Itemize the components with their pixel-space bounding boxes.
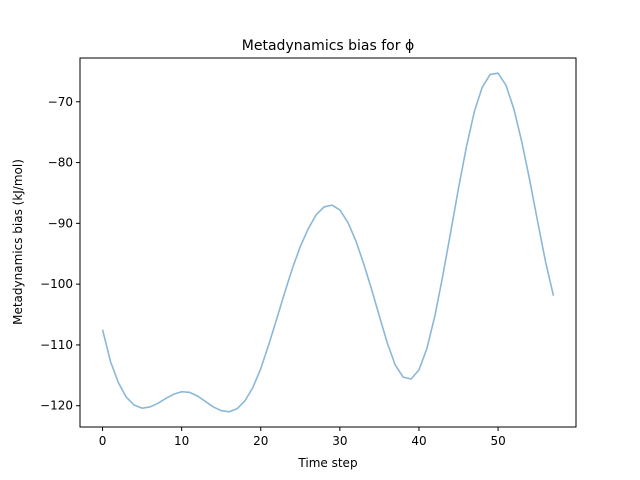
x-axis-ticks: 0 10 20 30 40 50 <box>99 427 506 448</box>
chart-title: Metadynamics bias for ϕ <box>242 38 414 54</box>
x-tick-label: 50 <box>490 434 505 448</box>
x-tick-label: 0 <box>99 434 107 448</box>
y-tick-label: −110 <box>40 338 73 352</box>
plot-area <box>79 57 577 428</box>
y-tick-label: −120 <box>40 399 73 413</box>
x-axis-label: Time step <box>297 456 357 470</box>
x-tick-label: 20 <box>253 434 268 448</box>
x-tick-label: 40 <box>411 434 426 448</box>
y-tick-label: −90 <box>48 216 73 230</box>
y-axis-label: Metadynamics bias (kJ/mol) <box>11 159 25 325</box>
series-line-0 <box>101 72 555 413</box>
x-tick-label: 10 <box>174 434 189 448</box>
plot-frame <box>79 57 577 428</box>
y-tick-label: −80 <box>48 156 73 170</box>
y-tick-label: −70 <box>48 95 73 109</box>
y-axis-ticks: −120 −110 −100 −90 −80 −70 <box>40 95 80 413</box>
x-tick-label: 30 <box>332 434 347 448</box>
y-tick-label: −100 <box>40 277 73 291</box>
